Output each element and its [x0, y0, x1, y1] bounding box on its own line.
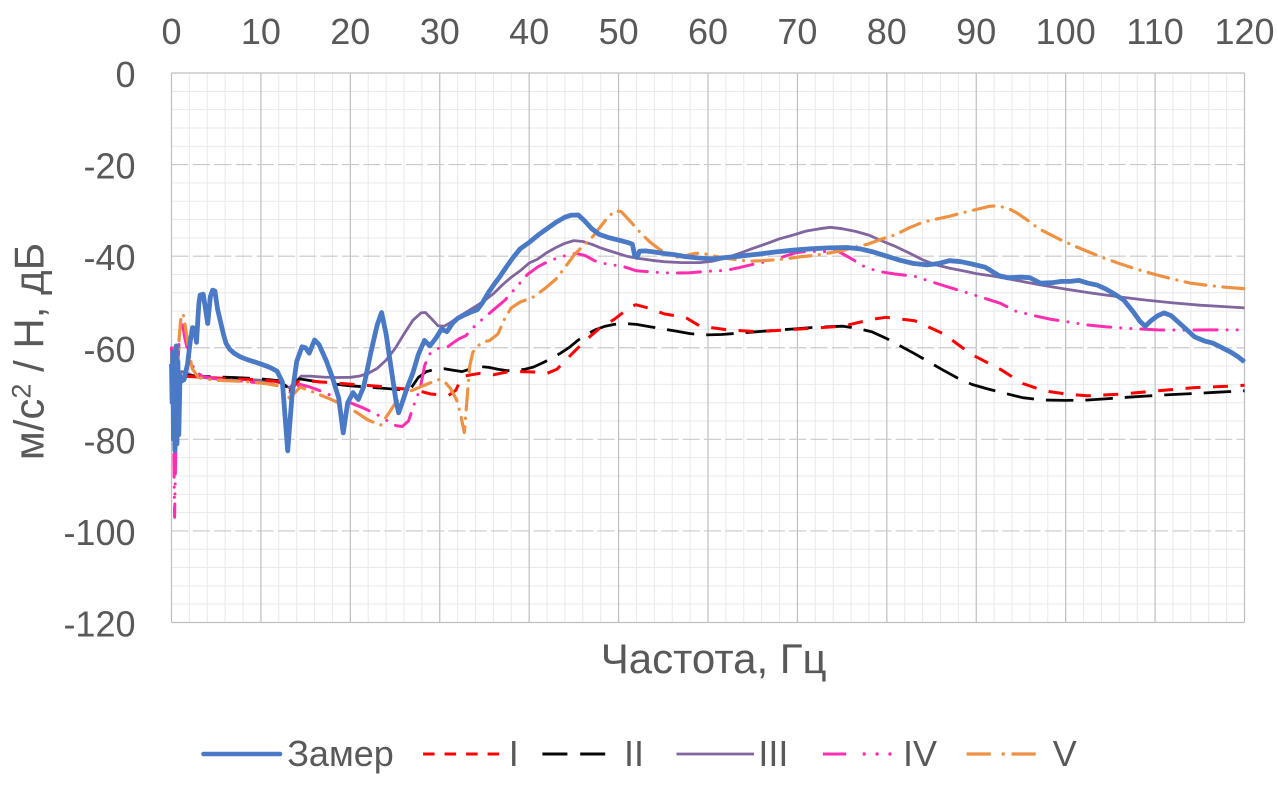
svg-text:90: 90 [956, 11, 996, 52]
svg-text:IV: IV [903, 733, 937, 774]
svg-text:-20: -20 [83, 146, 135, 187]
svg-text:80: 80 [867, 11, 907, 52]
svg-text:-80: -80 [83, 420, 135, 461]
svg-text:0: 0 [161, 11, 181, 52]
svg-text:V: V [1053, 733, 1077, 774]
svg-text:60: 60 [688, 11, 728, 52]
svg-text:50: 50 [599, 11, 639, 52]
svg-text:III: III [758, 733, 788, 774]
svg-text:20: 20 [330, 11, 370, 52]
svg-text:Частота, Гц: Частота, Гц [601, 635, 827, 682]
svg-text:100: 100 [1036, 11, 1096, 52]
svg-text:I: I [509, 733, 519, 774]
svg-text:110: 110 [1126, 11, 1183, 52]
svg-text:II: II [624, 733, 644, 774]
svg-text:-100: -100 [63, 512, 135, 553]
svg-text:40: 40 [509, 11, 549, 52]
svg-text:-40: -40 [83, 237, 135, 278]
svg-text:-60: -60 [83, 329, 135, 370]
svg-text:30: 30 [420, 11, 460, 52]
svg-text:0: 0 [115, 54, 135, 95]
svg-text:10: 10 [241, 11, 281, 52]
svg-text:Замер: Замер [287, 733, 394, 774]
svg-text:70: 70 [777, 11, 817, 52]
svg-text:120: 120 [1214, 11, 1274, 52]
svg-text:м/с2 / Н, дБ: м/с2 / Н, дБ [6, 243, 53, 460]
svg-text:-120: -120 [63, 604, 135, 645]
